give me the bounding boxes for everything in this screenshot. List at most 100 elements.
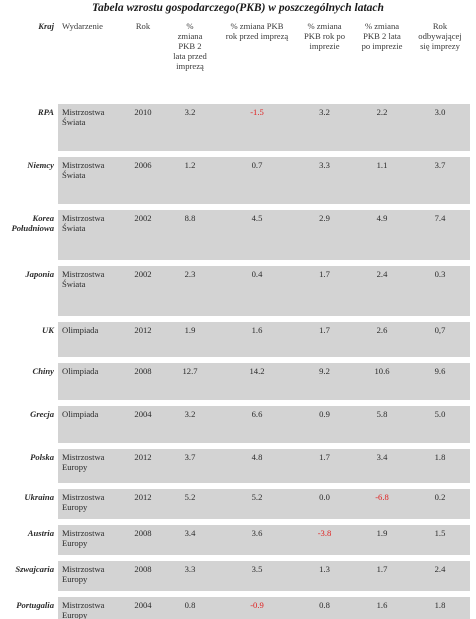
event-cell: Olimpiada <box>58 406 125 443</box>
event-cell: Mistrzostwa Europy <box>58 561 125 591</box>
value-cell: 1.6 <box>354 597 410 619</box>
row-separator-cell <box>4 443 470 449</box>
table-row: Niemcy Mistrzostwa Świata 2006 1.2 0.7 3.3 1.1… <box>4 157 470 204</box>
value-cell: 1.8 <box>410 597 470 619</box>
event-cell: Olimpiada <box>58 363 125 400</box>
gdp-table: Kraj Wydarzenie Rok % zmiana PKB 2 lata … <box>4 18 470 619</box>
value-cell: 0.8 <box>295 597 354 619</box>
table-row: Grecja Olimpiada 2004 3.2 6.6 0.9 5.8 5.0 <box>4 406 470 443</box>
table-body: RPA Mistrzostwa Świata 2010 3.2 -1.5 3.2 2.2 3.… <box>4 104 470 619</box>
value-cell: 3.2 <box>161 104 219 151</box>
value-cell: 3.3 <box>161 561 219 591</box>
value-cell: 0.3 <box>410 266 470 316</box>
header-rok: Rok <box>125 18 161 104</box>
table-row: Chiny Olimpiada 2008 12.7 14.2 9.2 10.6 9.6 <box>4 363 470 400</box>
table-row: Austria Mistrzostwa Europy 2008 3.4 3.6 -3.8 1… <box>4 525 470 555</box>
value-cell: 1.6 <box>219 322 295 357</box>
value-cell: 3.4 <box>161 525 219 555</box>
country-cell: Austria <box>4 525 58 555</box>
table-title: Tabela wzrostu gospodarczego(PKB) w posz… <box>92 2 384 14</box>
value-cell: 3.4 <box>354 449 410 483</box>
value-cell: 2.4 <box>410 561 470 591</box>
value-cell: 1.7 <box>354 561 410 591</box>
year-cell: 2002 <box>125 210 161 260</box>
row-separator <box>4 400 470 406</box>
table-row: UK Olimpiada 2012 1.9 1.6 1.7 2.6 0,7 <box>4 322 470 357</box>
value-cell: 4.9 <box>354 210 410 260</box>
country-cell: Szwajcaria <box>4 561 58 591</box>
row-separator <box>4 260 470 266</box>
value-cell: 5.2 <box>161 489 219 519</box>
value-cell: 2.6 <box>354 322 410 357</box>
value-cell: 5.2 <box>219 489 295 519</box>
year-cell: 2008 <box>125 363 161 400</box>
value-cell: 0.9 <box>295 406 354 443</box>
table-row: Korea Południowa Mistrzostwa Świata 2002 8.… <box>4 210 470 260</box>
header-pkb-rok-przed: % zmiana PKB rok przed imprezą <box>219 18 295 104</box>
value-cell: 1.7 <box>295 266 354 316</box>
header-pkb-rok-po: % zmiana PKB rok po imprezie <box>295 18 354 104</box>
value-cell: 0.0 <box>295 489 354 519</box>
value-cell: 3.7 <box>410 157 470 204</box>
event-cell: Mistrzostwa Europy <box>58 597 125 619</box>
row-separator <box>4 357 470 363</box>
row-separator <box>4 151 470 157</box>
country-cell: Grecja <box>4 406 58 443</box>
year-cell: 2012 <box>125 449 161 483</box>
value-cell: 1.7 <box>295 322 354 357</box>
country-cell: Niemcy <box>4 157 58 204</box>
value-cell: 9.6 <box>410 363 470 400</box>
value-cell: 3.2 <box>295 104 354 151</box>
header-kraj: Kraj <box>4 18 58 104</box>
event-cell: Mistrzostwa Europy <box>58 489 125 519</box>
year-cell: 2012 <box>125 322 161 357</box>
country-cell: Japonia <box>4 266 58 316</box>
value-cell: 0.7 <box>219 157 295 204</box>
row-separator <box>4 555 470 561</box>
year-cell: 2008 <box>125 525 161 555</box>
event-cell: Mistrzostwa Świata <box>58 157 125 204</box>
event-cell: Mistrzostwa Świata <box>58 266 125 316</box>
row-separator-cell <box>4 260 470 266</box>
header-rok-imprezy: Rok odbywającej się imprezy <box>410 18 470 104</box>
value-cell: 4.8 <box>219 449 295 483</box>
row-separator-cell <box>4 519 470 525</box>
value-cell: 1.3 <box>295 561 354 591</box>
value-cell: 7.4 <box>410 210 470 260</box>
header-pkb-2-lata-po: % zmiana PKB 2 lata po imprezie <box>354 18 410 104</box>
event-cell: Mistrzostwa Świata <box>58 104 125 151</box>
country-cell: Ukraina <box>4 489 58 519</box>
value-cell: 1.7 <box>295 449 354 483</box>
row-separator-cell <box>4 400 470 406</box>
table-row: Portugalia Mistrzostwa Europy 2004 0.8 -0.9 0… <box>4 597 470 619</box>
event-cell: Olimpiada <box>58 322 125 357</box>
year-cell: 2008 <box>125 561 161 591</box>
row-separator-cell <box>4 151 470 157</box>
value-cell: 2.9 <box>295 210 354 260</box>
value-cell: 3.3 <box>295 157 354 204</box>
value-cell: 12.7 <box>161 363 219 400</box>
value-cell: 3.2 <box>161 406 219 443</box>
value-cell: 1.1 <box>354 157 410 204</box>
country-cell: Chiny <box>4 363 58 400</box>
table-row: Japonia Mistrzostwa Świata 2002 2.3 0.4 1.7 2.… <box>4 266 470 316</box>
row-separator-cell <box>4 204 470 210</box>
row-separator-cell <box>4 357 470 363</box>
row-separator-cell <box>4 591 470 597</box>
value-cell: -6.8 <box>354 489 410 519</box>
value-cell: 0.8 <box>161 597 219 619</box>
value-cell: 4.5 <box>219 210 295 260</box>
year-cell: 2010 <box>125 104 161 151</box>
header-wydarzenie: Wydarzenie <box>58 18 125 104</box>
value-cell: 6.6 <box>219 406 295 443</box>
year-cell: 2006 <box>125 157 161 204</box>
year-cell: 2004 <box>125 406 161 443</box>
country-cell: Polska <box>4 449 58 483</box>
row-separator <box>4 591 470 597</box>
value-cell: 1.9 <box>354 525 410 555</box>
value-cell: 1.2 <box>161 157 219 204</box>
table-row: Polska Mistrzostwa Europy 2012 3.7 4.8 1.7 3.4… <box>4 449 470 483</box>
year-cell: 2002 <box>125 266 161 316</box>
row-separator <box>4 204 470 210</box>
